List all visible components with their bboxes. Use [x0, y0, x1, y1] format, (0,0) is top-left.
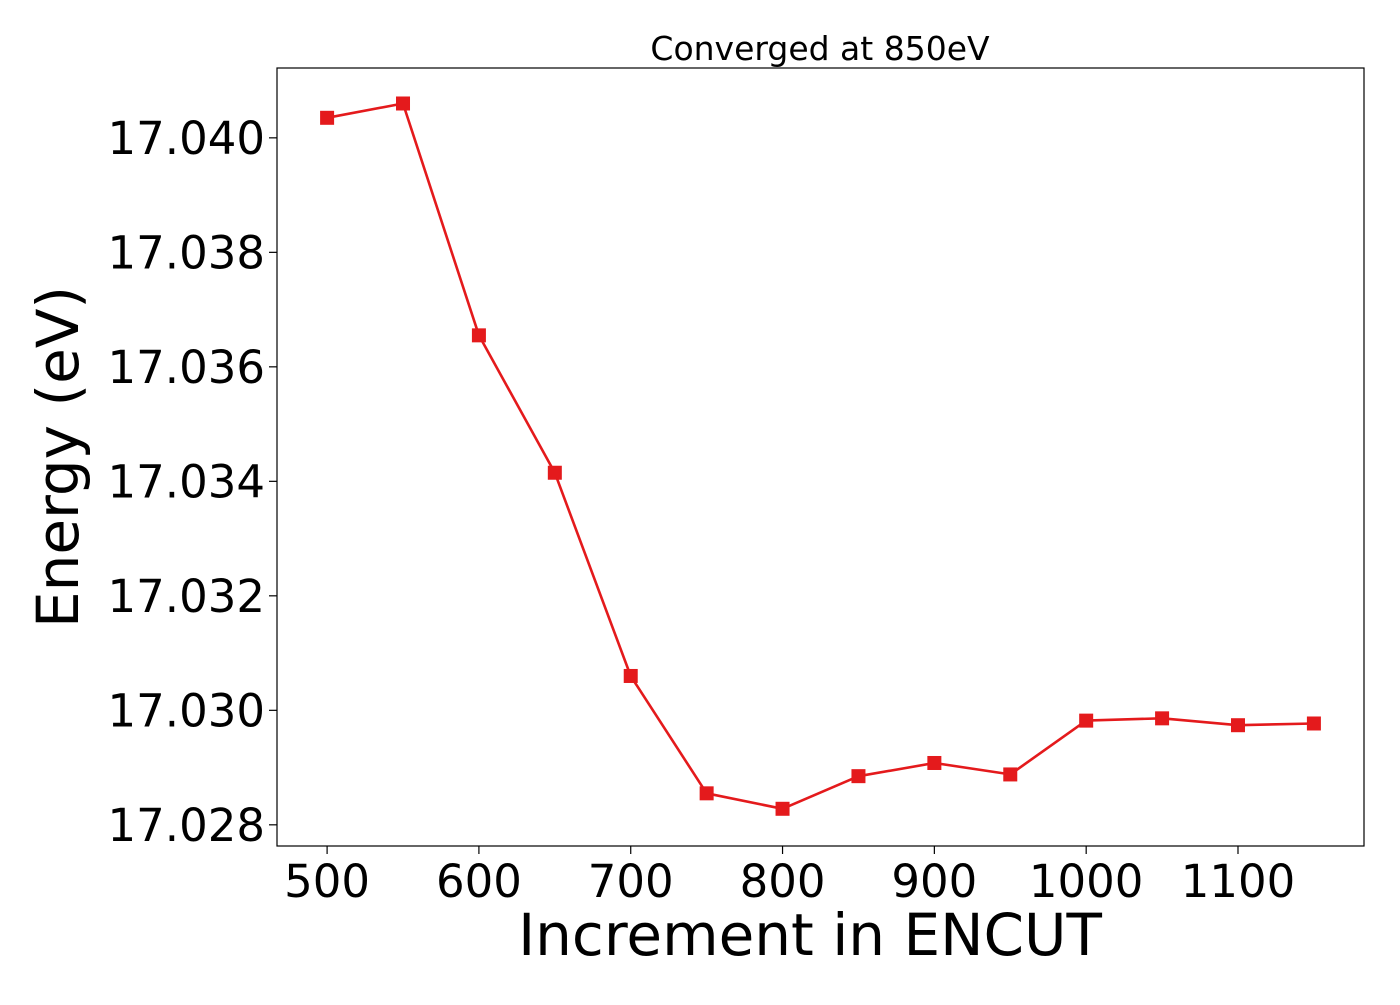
- y-tick-label: 17.036: [108, 341, 265, 394]
- data-point: [320, 110, 335, 125]
- x-tick-label: 1100: [1181, 855, 1296, 908]
- data-point: [699, 786, 714, 801]
- y-axis-label: Energy (eV): [24, 286, 92, 628]
- x-tick-label: 600: [436, 855, 522, 908]
- data-point: [396, 96, 411, 111]
- data-point: [1306, 716, 1321, 731]
- data-point: [1079, 713, 1094, 728]
- data-point: [927, 755, 942, 770]
- y-tick-label: 17.040: [108, 112, 265, 165]
- series-line: [326, 102, 1314, 811]
- data-point: [547, 465, 562, 480]
- data-point: [1155, 711, 1170, 726]
- plot-frame: [276, 67, 1365, 847]
- data-point: [851, 769, 866, 784]
- x-tick-label: 700: [588, 855, 674, 908]
- x-tick-label: 900: [891, 855, 977, 908]
- data-point: [471, 328, 486, 343]
- x-tick-label: 800: [740, 855, 826, 908]
- y-tick-label: 17.034: [108, 455, 265, 508]
- x-tick-label: 1000: [1029, 855, 1144, 908]
- x-axis-label: Increment in ENCUT: [518, 901, 1102, 969]
- plot-layer: [320, 96, 1321, 816]
- y-tick-label: 17.030: [108, 684, 265, 737]
- data-point: [1003, 767, 1018, 782]
- chart-title: Converged at 850eV: [650, 29, 990, 68]
- y-tick-label: 17.032: [108, 570, 265, 623]
- x-tick-label: 500: [284, 855, 370, 908]
- data-point: [623, 668, 638, 683]
- y-tick-label: 17.038: [108, 226, 265, 279]
- y-tick-label: 17.028: [108, 799, 265, 852]
- x-axis-ticks: 500 600 700 800 900 1000 1100: [284, 846, 1295, 908]
- y-axis-ticks: 17.028 17.030 17.032 17.034 17.036 17.038 17.0…: [108, 112, 277, 852]
- data-point: [1230, 718, 1245, 733]
- data-point: [775, 801, 790, 816]
